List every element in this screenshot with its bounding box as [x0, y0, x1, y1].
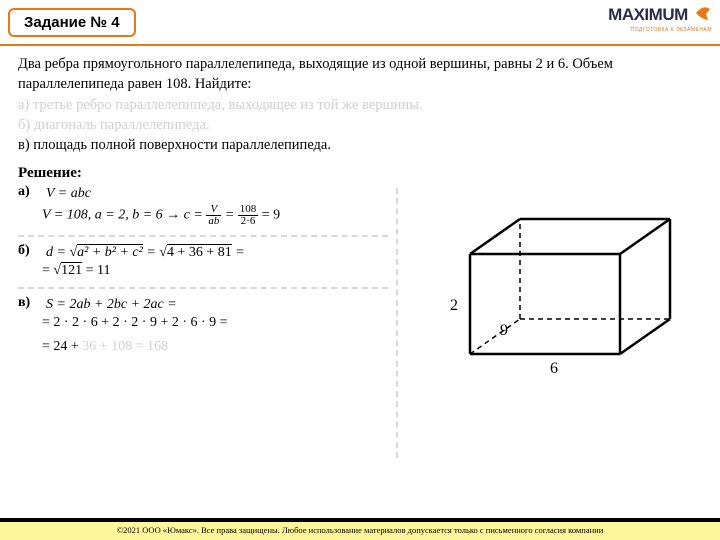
part-a: а) V = abc — [18, 184, 388, 202]
math-c3: = 24 + 36 + 108 = 168 — [42, 339, 388, 355]
problem-intro: Два ребра прямоугольного параллелепипеда… — [18, 54, 702, 95]
part-c-label: в) — [18, 295, 38, 311]
fraction-2: 108 2·6 — [238, 204, 259, 227]
solution-left-column: а) V = abc V = 108, a = 2, b = 6 → c = V… — [18, 184, 388, 355]
parallelepiped-figure: 2 6 9 — [430, 194, 690, 394]
parallelepiped-svg — [430, 194, 690, 384]
task-badge: Задание № 4 — [8, 8, 136, 37]
part-b-label: б) — [18, 243, 38, 259]
math-b2: = √121 = 11 — [42, 263, 388, 279]
divider-1 — [18, 235, 388, 237]
solution-area: а) V = abc V = 108, a = 2, b = 6 → c = V… — [0, 184, 720, 355]
math-a2: V = 108, a = 2, b = 6 → c = V ab = 108 2… — [42, 204, 388, 227]
logo-icon — [694, 4, 712, 27]
problem-part-c: в) площадь полной поверхности параллелеп… — [18, 135, 702, 155]
fraction-1: V ab — [206, 204, 221, 227]
edge-label-c: 9 — [500, 322, 508, 340]
edge-label-a: 2 — [450, 297, 458, 315]
problem-part-b: б) диагональ параллелепипеда. — [18, 115, 702, 135]
math-c2: = 2 · 2 · 6 + 2 · 2 · 9 + 2 · 6 · 9 = — [42, 315, 388, 331]
problem-part-a: а) третье ребро параллелепипеда, выходящ… — [18, 95, 702, 115]
divider-2 — [18, 287, 388, 289]
logo-subtitle: ПОДГОТОВКА К ЭКЗАМЕНАМ — [608, 27, 712, 33]
edge-label-b: 6 — [550, 360, 558, 378]
math-b1: d = √a² + b² + c² = √4 + 36 + 81 = — [46, 245, 245, 260]
vertical-divider — [396, 188, 398, 458]
part-c: в) S = 2ab + 2bc + 2ac = — [18, 295, 388, 313]
solution-label: Решение: — [0, 159, 720, 184]
problem-text: Два ребра прямоугольного параллелепипеда… — [0, 46, 720, 159]
footer: ©2021 ООО «Юмакс». Все права защищены. Л… — [0, 518, 720, 540]
part-b: б) d = √a² + b² + c² = √4 + 36 + 81 = — [18, 243, 388, 261]
logo: MAXIMUM ПОДГОТОВКА К ЭКЗАМЕНАМ — [608, 4, 712, 33]
math-c1: S = 2ab + 2bc + 2ac = — [46, 297, 177, 312]
logo-text: MAXIMUM — [608, 5, 688, 24]
part-a-label: а) — [18, 184, 38, 200]
header: Задание № 4 MAXIMUM ПОДГОТОВКА К ЭКЗАМЕН… — [0, 0, 720, 46]
math-a1: V = abc — [46, 186, 91, 201]
